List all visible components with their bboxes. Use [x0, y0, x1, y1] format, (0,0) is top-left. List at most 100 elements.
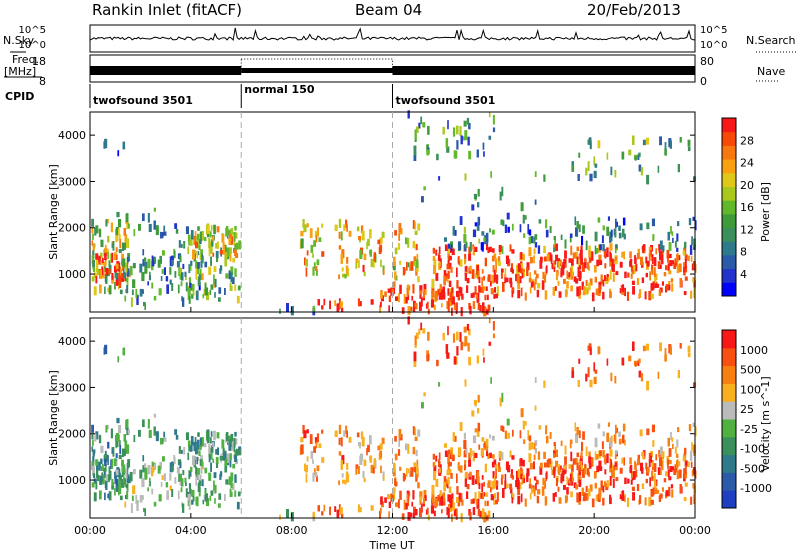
- power-cell: [488, 135, 492, 140]
- velocity-cell: [581, 487, 584, 496]
- velocity-cell: [669, 466, 673, 473]
- power-cell: [382, 268, 385, 275]
- velocity-cell: [456, 346, 459, 356]
- power-cell: [693, 238, 696, 248]
- velocity-cell: [587, 367, 590, 378]
- velocity-cell: [121, 459, 124, 467]
- velocity-cell: [668, 448, 672, 457]
- velocity-cell: [512, 493, 515, 500]
- power-cell: [501, 246, 504, 255]
- power-cell: [623, 233, 626, 240]
- power-cell: [124, 295, 127, 302]
- power-cell: [476, 265, 480, 275]
- velocity-cell: [635, 469, 638, 478]
- velocity-cell: [218, 503, 221, 508]
- velocity-cell: [611, 464, 614, 470]
- power-cell: [91, 276, 95, 282]
- power-cell: [539, 260, 543, 269]
- power-cell: [440, 290, 444, 300]
- power-cell: [650, 249, 652, 257]
- velocity-cell: [454, 435, 457, 442]
- power-cell: [412, 220, 415, 229]
- power-cell: [585, 167, 588, 176]
- power-cell: [609, 269, 612, 280]
- power-cell: [472, 246, 475, 256]
- velocity-cell: [691, 442, 693, 451]
- velocity-cell: [405, 502, 408, 510]
- power-cell: [609, 291, 612, 299]
- velocity-cell: [568, 478, 571, 484]
- velocity-cell: [480, 448, 484, 456]
- power-cell: [589, 173, 593, 182]
- velocity-cell: [495, 464, 498, 470]
- power-cell: [637, 154, 640, 160]
- velocity-cell: [439, 490, 442, 498]
- power-cell: [486, 243, 489, 251]
- power-cell: [486, 294, 489, 301]
- velocity-cell: [360, 431, 364, 440]
- velocity-cell: [95, 481, 98, 490]
- velocity-cell: [604, 469, 607, 475]
- power-cell: [520, 287, 523, 297]
- velocity-cell: [321, 429, 324, 434]
- power-cell: [313, 262, 316, 269]
- power-cell: [126, 284, 129, 294]
- velocity-cell: [93, 492, 97, 502]
- velocity-cell: [488, 317, 491, 324]
- velocity-cell: [595, 454, 599, 460]
- power-cell: [182, 263, 185, 270]
- velocity-cell: [585, 493, 589, 501]
- power-colorbar-swatch-10: [722, 145, 736, 160]
- power-cell: [668, 253, 672, 259]
- velocity-cell: [495, 481, 499, 487]
- velocity-cell: [432, 453, 435, 460]
- velocity-cell: [187, 452, 190, 461]
- velocity-cell: [144, 508, 146, 516]
- power-cell: [357, 259, 360, 268]
- power-cell: [423, 283, 427, 294]
- nsky-label: N.Sky: [3, 34, 35, 47]
- velocity-cell: [407, 468, 410, 474]
- velocity-cell: [631, 486, 635, 491]
- power-cell: [472, 301, 476, 309]
- power-cell: [343, 224, 346, 231]
- power-cell: [197, 233, 200, 240]
- power-cell: [229, 247, 232, 254]
- velocity-cell: [413, 462, 417, 471]
- power-cell: [576, 286, 580, 297]
- velocity-cell: [585, 373, 588, 382]
- velocity-cell: [116, 417, 120, 424]
- power-cell: [118, 249, 122, 254]
- velocity-cell: [163, 437, 167, 442]
- velocity-cell: [574, 422, 577, 432]
- velocity-cell: [204, 489, 207, 496]
- velocity-cell: [677, 370, 680, 379]
- power-cell: [123, 228, 126, 236]
- power-cell: [487, 247, 490, 254]
- velocity-cell: [533, 476, 537, 481]
- velocity-cell: [392, 468, 396, 477]
- power-cell: [517, 290, 521, 299]
- power-cell: [580, 245, 583, 253]
- velocity-cell: [98, 435, 102, 444]
- velocity-cell: [338, 451, 342, 456]
- velocity-cell: [569, 443, 572, 449]
- velocity-cell: [673, 468, 677, 475]
- velocity-cell: [440, 496, 444, 506]
- power-cell: [553, 266, 556, 272]
- power-cell: [639, 223, 643, 231]
- velocity-cell: [476, 471, 480, 481]
- x-tick-label-3: 12:00: [377, 524, 409, 537]
- power-cell: [234, 243, 237, 252]
- velocity-cell: [456, 331, 459, 341]
- velocity-cell: [230, 491, 233, 497]
- power-cell: [597, 217, 601, 223]
- power-cell: [650, 284, 654, 291]
- power-cell: [488, 111, 491, 118]
- power-cell: [591, 292, 595, 302]
- velocity-cell: [575, 433, 578, 442]
- power-cell: [424, 289, 427, 295]
- power-cell: [464, 273, 467, 281]
- power-cell: [642, 245, 645, 253]
- power-cell: [473, 193, 477, 200]
